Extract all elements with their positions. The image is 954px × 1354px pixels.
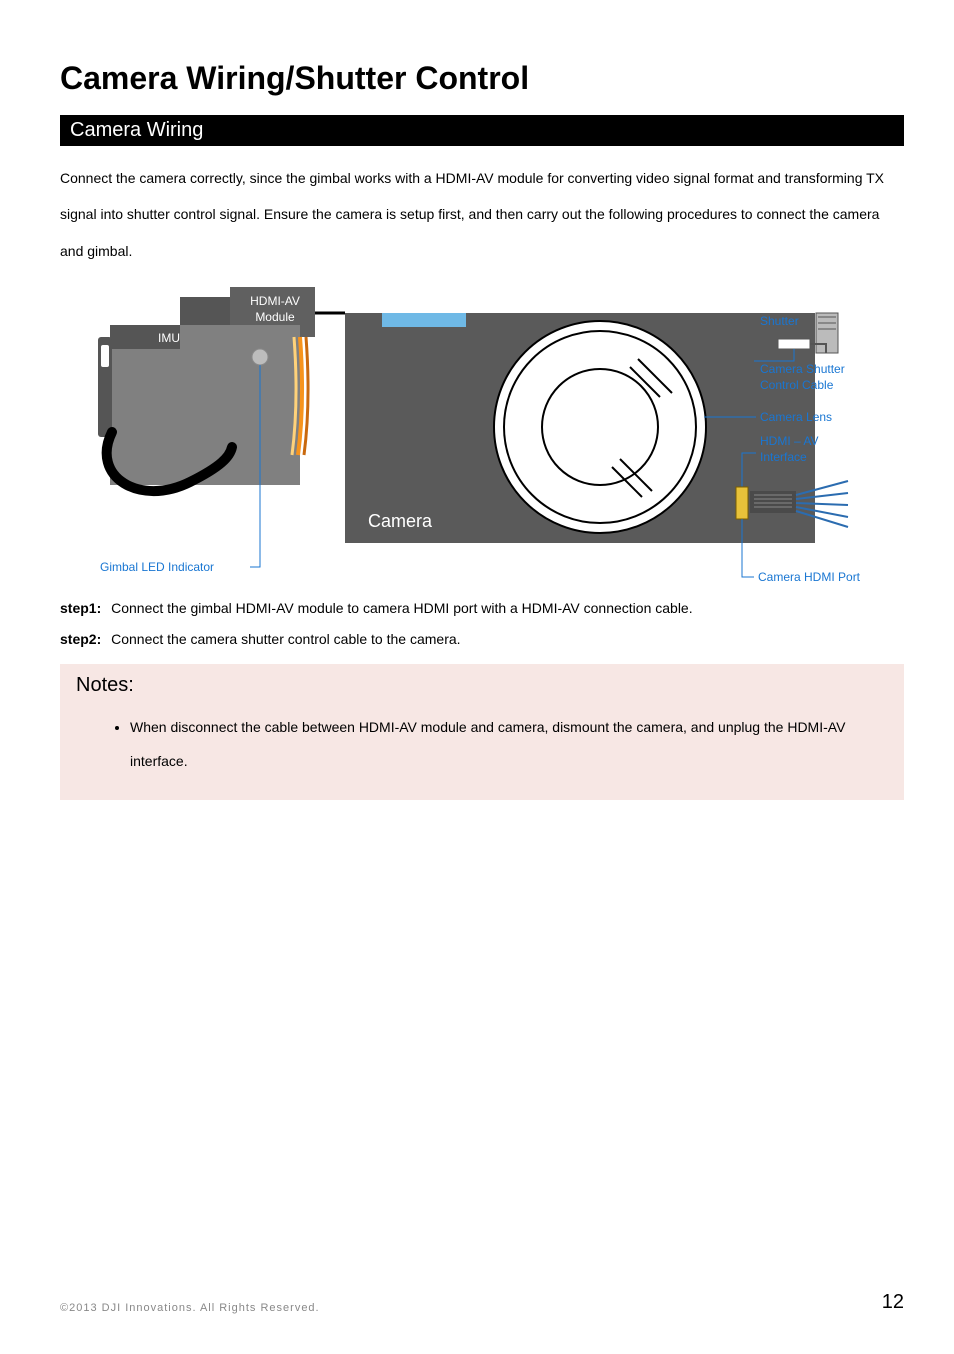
intro-paragraph: Connect the camera correctly, since the … (60, 160, 904, 269)
step-2-label: step2: (60, 631, 101, 647)
step-2: step2: Connect the camera shutter contro… (60, 628, 904, 650)
step-1: step1: Connect the gimbal HDMI-AV module… (60, 597, 904, 619)
label-hdmi-av-if-1: HDMI – AV (760, 434, 818, 448)
step-2-text: Connect the camera shutter control cable… (111, 631, 460, 647)
page-number: 12 (882, 1291, 904, 1314)
step-1-text: Connect the gimbal HDMI-AV module to cam… (111, 600, 693, 616)
label-gimbal-led: Gimbal LED Indicator (100, 560, 214, 574)
copyright-text: ©2013 DJI Innovations. All Rights Reserv… (60, 1302, 320, 1314)
label-cam-shutter-cable-2: Control Cable (760, 378, 834, 392)
notes-item-0: When disconnect the cable between HDMI-A… (130, 711, 888, 778)
label-shutter: Shutter (760, 314, 799, 328)
label-camera-lens: Camera Lens (760, 410, 832, 424)
label-hdmi-av-module: HDMI-AV (250, 294, 300, 308)
label-cam-shutter-cable-1: Camera Shutter (760, 362, 845, 376)
label-hdmi-av-if-2: Interface (760, 450, 807, 464)
label-camera-hdmi-port: Camera HDMI Port (758, 570, 861, 584)
page-title: Camera Wiring/Shutter Control (60, 60, 904, 97)
wiring-diagram: HDMI-AV Module IMU Gimbal LED Indicator … (60, 277, 904, 587)
notes-box: Notes: When disconnect the cable between… (60, 664, 904, 800)
label-hdmi-av-module-2: Module (255, 310, 295, 324)
step-1-label: step1: (60, 600, 101, 616)
section-header-camera-wiring: Camera Wiring (60, 115, 904, 146)
notes-title: Notes: (76, 674, 888, 697)
label-camera: Camera (368, 511, 433, 531)
page-footer: ©2013 DJI Innovations. All Rights Reserv… (60, 1291, 904, 1314)
label-imu: IMU (158, 331, 180, 345)
